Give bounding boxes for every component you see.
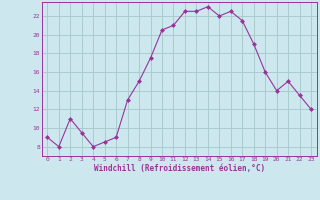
X-axis label: Windchill (Refroidissement éolien,°C): Windchill (Refroidissement éolien,°C) xyxy=(94,164,265,173)
